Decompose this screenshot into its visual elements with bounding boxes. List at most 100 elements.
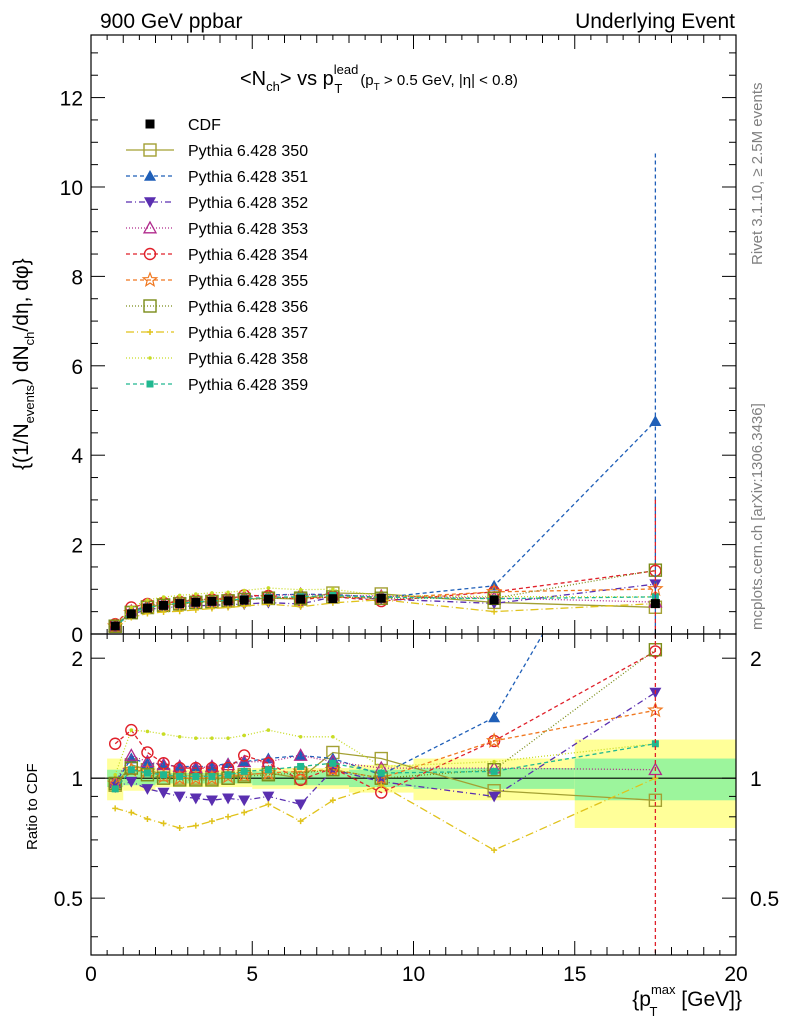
legend-label-7: Pythia 6.428 356 (188, 299, 308, 316)
y-tick-label-ratio-right: 0.5 (750, 888, 779, 911)
cdf-point-8 (239, 595, 249, 605)
legend-label-0: CDF (188, 117, 221, 134)
cdf-point-2 (142, 603, 152, 613)
series-2-point-ratio-10 (294, 799, 307, 811)
series-5-point-ratio-13 (485, 732, 503, 748)
series-7-point-ratio-12 (378, 782, 385, 789)
x-tick-label: 20 (724, 963, 747, 986)
series-9-point-ratio-4 (176, 772, 184, 780)
series-7-point-ratio-8 (241, 809, 248, 816)
series-7-point-top-13 (491, 608, 498, 615)
series-6-point-ratio-1 (124, 761, 139, 775)
series-line-ratio-2 (114, 691, 656, 806)
series-0-point-ratio-14 (648, 793, 663, 807)
series-7-point-top-10 (297, 603, 304, 610)
series-1-point-ratio-2 (141, 757, 154, 769)
series-9-point-ratio-9 (264, 766, 272, 774)
series-8-point-ratio-2 (145, 729, 150, 734)
series-9-point-ratio-6 (208, 772, 216, 780)
series-9-point-ratio-11 (329, 759, 337, 767)
series-8-point-ratio-12 (379, 764, 384, 769)
series-8-point-top-9 (266, 586, 271, 590)
cdf-point-13 (489, 595, 499, 605)
series-4-point-ratio-0 (108, 737, 122, 750)
series-6-point-ratio-2 (140, 768, 155, 782)
series-9-point-ratio-13 (490, 767, 498, 775)
series-2-point-ratio-5 (189, 793, 202, 805)
series-8-point-ratio-6 (210, 736, 214, 740)
series-6-point-top-0 (108, 619, 122, 633)
legend-label-8: Pythia 6.428 357 (188, 325, 308, 342)
series-2-point-ratio-6 (205, 795, 218, 807)
series-8-point-top-3 (161, 595, 166, 599)
cdf-point-11 (328, 594, 338, 604)
series-line-ratio-3 (114, 754, 656, 783)
mcplots-label: mcplots.cern.ch [arXiv:1306.3436] (749, 403, 766, 630)
y-tick-label-top: 4 (71, 445, 83, 468)
y-tick-label-top: 10 (60, 177, 83, 200)
header-left: 900 GeV ppbar (100, 10, 242, 33)
legend-label-6: Pythia 6.428 355 (188, 273, 308, 290)
legend-marker-4 (142, 220, 158, 234)
series-7-point-top-3 (160, 608, 167, 615)
series-7-point-ratio-10 (297, 818, 304, 825)
series-4-point-ratio-2 (141, 746, 154, 759)
series-7-point-ratio-9 (265, 801, 272, 808)
y-tick-label-ratio: 0.5 (54, 888, 83, 911)
series-8-point-top-2 (145, 598, 150, 602)
legend-label-3: Pythia 6.428 352 (188, 195, 308, 212)
series-2-point-ratio-3 (157, 787, 170, 799)
series-8-point-top-7 (226, 590, 230, 595)
legend-marker-10 (146, 380, 154, 388)
y-axis-label-top: {(1/Nevents) dNch/dη, dφ} (10, 258, 37, 470)
series-2-point-ratio-7 (222, 793, 235, 805)
series-5-point-ratio-11 (324, 761, 342, 777)
series-8-point-ratio-4 (177, 734, 182, 739)
series-8-point-top-5 (194, 592, 198, 596)
series-7-point-ratio-6 (208, 818, 215, 825)
legend-label-1: Pythia 6.428 350 (188, 143, 308, 160)
series-7-point-ratio-11 (329, 797, 336, 804)
series-8-point-ratio-9 (266, 728, 271, 732)
cdf-point-0 (110, 621, 120, 631)
series-7-point-top-4 (176, 608, 183, 615)
cdf-point-10 (296, 594, 306, 604)
series-7-point-ratio-1 (128, 809, 135, 816)
legend-marker-5 (143, 247, 157, 261)
series-3-point-ratio-2 (140, 754, 155, 768)
y-tick-label-ratio-right: 2 (750, 648, 762, 671)
series-2-point-ratio-9 (262, 791, 275, 803)
x-tick-label: 15 (563, 963, 586, 986)
legend: CDF Pythia 6.428 350 Pythia 6.428 351 Pythi… (126, 117, 308, 394)
series-9-point-ratio-3 (160, 771, 168, 779)
series-6-point-top-12 (374, 591, 388, 605)
y-axis-label-ratio: Ratio to CDF (24, 763, 41, 850)
y-tick-label-ratio: 2 (71, 648, 83, 671)
series-4-point-ratio-8 (237, 749, 251, 762)
series-7-point-top-7 (225, 604, 232, 611)
series-8-point-ratio-7 (226, 736, 230, 740)
series-2-point-ratio-1 (125, 776, 138, 788)
legend-marker-0 (145, 119, 155, 129)
series-8-point-top-4 (177, 593, 182, 598)
cdf-point-3 (159, 600, 169, 610)
cdf-point-14 (650, 599, 660, 609)
series-8-point-top-11 (331, 587, 335, 591)
x-tick-label: 10 (402, 963, 425, 986)
series-8-point-ratio-3 (161, 732, 166, 736)
series-2-point-ratio-4 (173, 791, 186, 803)
cdf-point-7 (223, 596, 233, 606)
legend-marker-2 (144, 170, 156, 181)
series-8-point-ratio-0 (113, 772, 117, 777)
y-tick-label-top: 0 (71, 624, 83, 647)
y-tick-label-ratio-right: 1 (750, 768, 762, 791)
series-0-point-ratio-12 (374, 751, 388, 766)
series-9-point-ratio-0 (111, 785, 119, 793)
legend-marker-3 (144, 197, 156, 208)
legend-label-9: Pythia 6.428 358 (188, 351, 308, 368)
series-8-point-ratio-1 (129, 728, 134, 732)
cdf-point-5 (191, 597, 201, 607)
